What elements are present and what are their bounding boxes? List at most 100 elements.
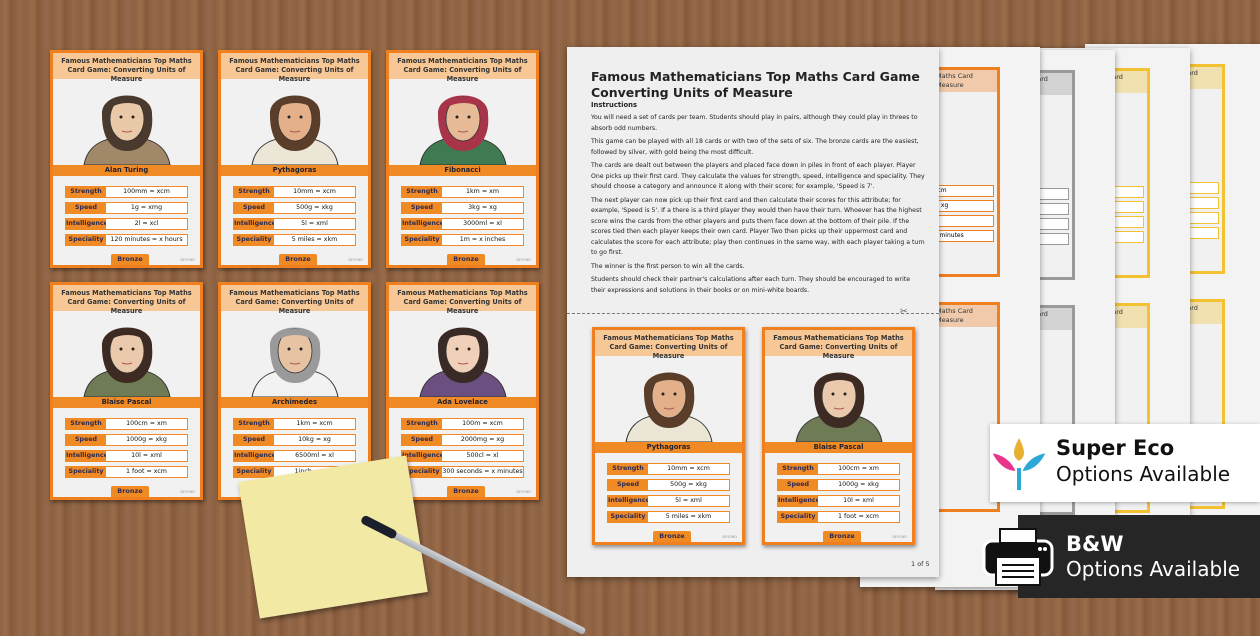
partial-card: Maths Card Measure xcm = xg xl x minutes bbox=[930, 67, 1000, 277]
watermark: BEYOND bbox=[516, 258, 531, 262]
stat-row: Speed 500g = xkg bbox=[607, 479, 730, 491]
portrait-illustration bbox=[418, 95, 507, 165]
stat-row: Strength 100mm = xcm bbox=[65, 186, 188, 198]
mathematician-card: Famous Mathematicians Top Maths Card Gam… bbox=[592, 327, 745, 545]
stat-row: Speed 500g = xkg bbox=[233, 202, 356, 214]
card-inner: Famous Mathematicians Top Maths Card Gam… bbox=[221, 53, 368, 265]
stat-label: Strength bbox=[608, 464, 648, 474]
stat-row: Strength 10mm = xcm bbox=[233, 186, 356, 198]
stat-label: Speciality bbox=[234, 467, 274, 477]
stat-row: Strength 10mm = xcm bbox=[607, 463, 730, 475]
card-header: Famous Mathematicians Top Maths Card Gam… bbox=[221, 285, 368, 315]
card-name: Pythagoras bbox=[595, 442, 742, 453]
partial-card: Maths Card Measure bbox=[930, 302, 1000, 512]
stat-value: 5 miles = xkm bbox=[648, 512, 729, 522]
portrait-area bbox=[221, 311, 368, 397]
stat-value: 1 foot = xcm bbox=[818, 512, 899, 522]
printer-icon bbox=[982, 528, 1054, 586]
stat-row: Speciality 120 minutes = x hours bbox=[65, 234, 188, 246]
stat-row: Speed 1g = xmg bbox=[65, 202, 188, 214]
bw-title: B&W bbox=[1066, 532, 1124, 556]
card-header: Famous Mathematicians Top Maths Card Gam… bbox=[389, 285, 536, 315]
watermark: BEYOND bbox=[722, 535, 737, 539]
portrait-area bbox=[765, 356, 912, 442]
instruction-paragraph: This game can be played with all 18 card… bbox=[591, 138, 919, 156]
stat-row: Speed 1000g = xkg bbox=[65, 434, 188, 446]
bw-badge: B&W Options Available bbox=[982, 515, 1260, 598]
mathematician-card: Famous Mathematicians Top Maths Card Gam… bbox=[50, 282, 203, 500]
card-name: Fibonacci bbox=[389, 165, 536, 176]
stat-label: Intelligence bbox=[402, 451, 444, 461]
stat-row: Intelligence 500cl = xl bbox=[401, 450, 524, 462]
stat-value: 1km = xm bbox=[442, 187, 523, 197]
partial-stat-value: = xg bbox=[930, 200, 994, 212]
card-name: Alan Turing bbox=[53, 165, 200, 176]
partial-stats: xcm = xg xl x minutes bbox=[930, 182, 994, 245]
card-header: Famous Mathematicians Top Maths Card Gam… bbox=[389, 53, 536, 83]
partial-stat-value: xcm bbox=[930, 185, 994, 197]
stat-row: Intelligence 10l = xml bbox=[65, 450, 188, 462]
stat-value: 1m = x inches bbox=[442, 235, 523, 245]
stat-label: Speciality bbox=[234, 235, 274, 245]
watermark: BEYOND bbox=[180, 258, 195, 262]
stat-label: Speed bbox=[608, 480, 648, 490]
card-inner: Famous Mathematicians Top Maths Card Gam… bbox=[765, 330, 912, 542]
stat-row: Intelligence 3000ml = xl bbox=[401, 218, 524, 230]
super-eco-badge: Super Eco Options Available bbox=[989, 424, 1260, 502]
page-number: 1 of 5 bbox=[911, 560, 930, 568]
stat-value: 120 minutes = x hours bbox=[106, 235, 187, 245]
stat-row: Speed 1000g = xkg bbox=[777, 479, 900, 491]
instructions-body: You will need a set of cards per team. S… bbox=[591, 113, 926, 299]
portrait-illustration bbox=[250, 95, 339, 165]
portrait-area bbox=[389, 311, 536, 397]
portrait-illustration bbox=[82, 95, 171, 165]
portrait-illustration bbox=[250, 327, 339, 397]
portrait-area bbox=[53, 79, 200, 165]
stat-label: Strength bbox=[66, 187, 106, 197]
stat-label: Speed bbox=[402, 203, 442, 213]
level-tab: Bronze bbox=[823, 531, 861, 542]
watermark: BEYOND bbox=[516, 490, 531, 494]
stat-label: Intelligence bbox=[234, 219, 276, 229]
stat-row: Intelligence 5l = xml bbox=[233, 218, 356, 230]
stat-label: Speciality bbox=[778, 512, 818, 522]
instructions-heading: Instructions bbox=[591, 101, 638, 109]
card-name: Archimedes bbox=[221, 397, 368, 408]
stat-row: Speciality 1 foot = xcm bbox=[777, 511, 900, 523]
stat-value: 10l = xml bbox=[106, 451, 187, 461]
stat-row: Strength 100cm = xm bbox=[65, 418, 188, 430]
stat-value: 300 seconds = x minutes bbox=[442, 467, 523, 477]
stat-row: Strength 100m = xcm bbox=[401, 418, 524, 430]
stat-value: 100mm = xcm bbox=[106, 187, 187, 197]
mathematician-card: Famous Mathematicians Top Maths Card Gam… bbox=[386, 282, 539, 500]
portrait-illustration bbox=[82, 327, 171, 397]
stat-label: Speciality bbox=[608, 512, 648, 522]
stat-row: Speciality 5 miles = xkm bbox=[607, 511, 730, 523]
cut-line bbox=[567, 313, 939, 314]
stat-row: Strength 100cm = xm bbox=[777, 463, 900, 475]
bw-subtitle: Options Available bbox=[1066, 557, 1241, 581]
stat-value: 500cl = xl bbox=[442, 451, 523, 461]
stat-label: Speed bbox=[234, 203, 274, 213]
card-name: Blaise Pascal bbox=[765, 442, 912, 453]
stats-table: Strength 1km = xm Speed 3kg = xg Intelligenc… bbox=[389, 176, 536, 246]
stat-row: Speciality 1m = x inches bbox=[401, 234, 524, 246]
card-header: Famous Mathematicians Top Maths Card Gam… bbox=[765, 330, 912, 360]
stat-value: 5l = xml bbox=[274, 219, 355, 229]
stat-label: Intelligence bbox=[66, 219, 108, 229]
stat-label: Strength bbox=[66, 419, 106, 429]
eco-title: Super Eco bbox=[1056, 436, 1175, 460]
card-inner: Famous Mathematicians Top Maths Card Gam… bbox=[53, 285, 200, 497]
stat-row: Speed 10kg = xg bbox=[233, 434, 356, 446]
stat-label: Speed bbox=[402, 435, 442, 445]
stat-label: Strength bbox=[402, 187, 442, 197]
card-header: Famous Mathematicians Top Maths Card Gam… bbox=[595, 330, 742, 360]
portrait-area bbox=[221, 79, 368, 165]
stat-row: Speed 2000mg = xg bbox=[401, 434, 524, 446]
stat-label: Speed bbox=[66, 435, 106, 445]
stat-row: Speciality 5 miles = xkm bbox=[233, 234, 356, 246]
instruction-paragraph: The next player can now pick up their fi… bbox=[591, 196, 925, 257]
card-header: Famous Mathematicians Top Maths Card Gam… bbox=[53, 53, 200, 83]
stat-value: 1 foot = xcm bbox=[106, 467, 187, 477]
stat-row: Intelligence 6500ml = xl bbox=[233, 450, 356, 462]
